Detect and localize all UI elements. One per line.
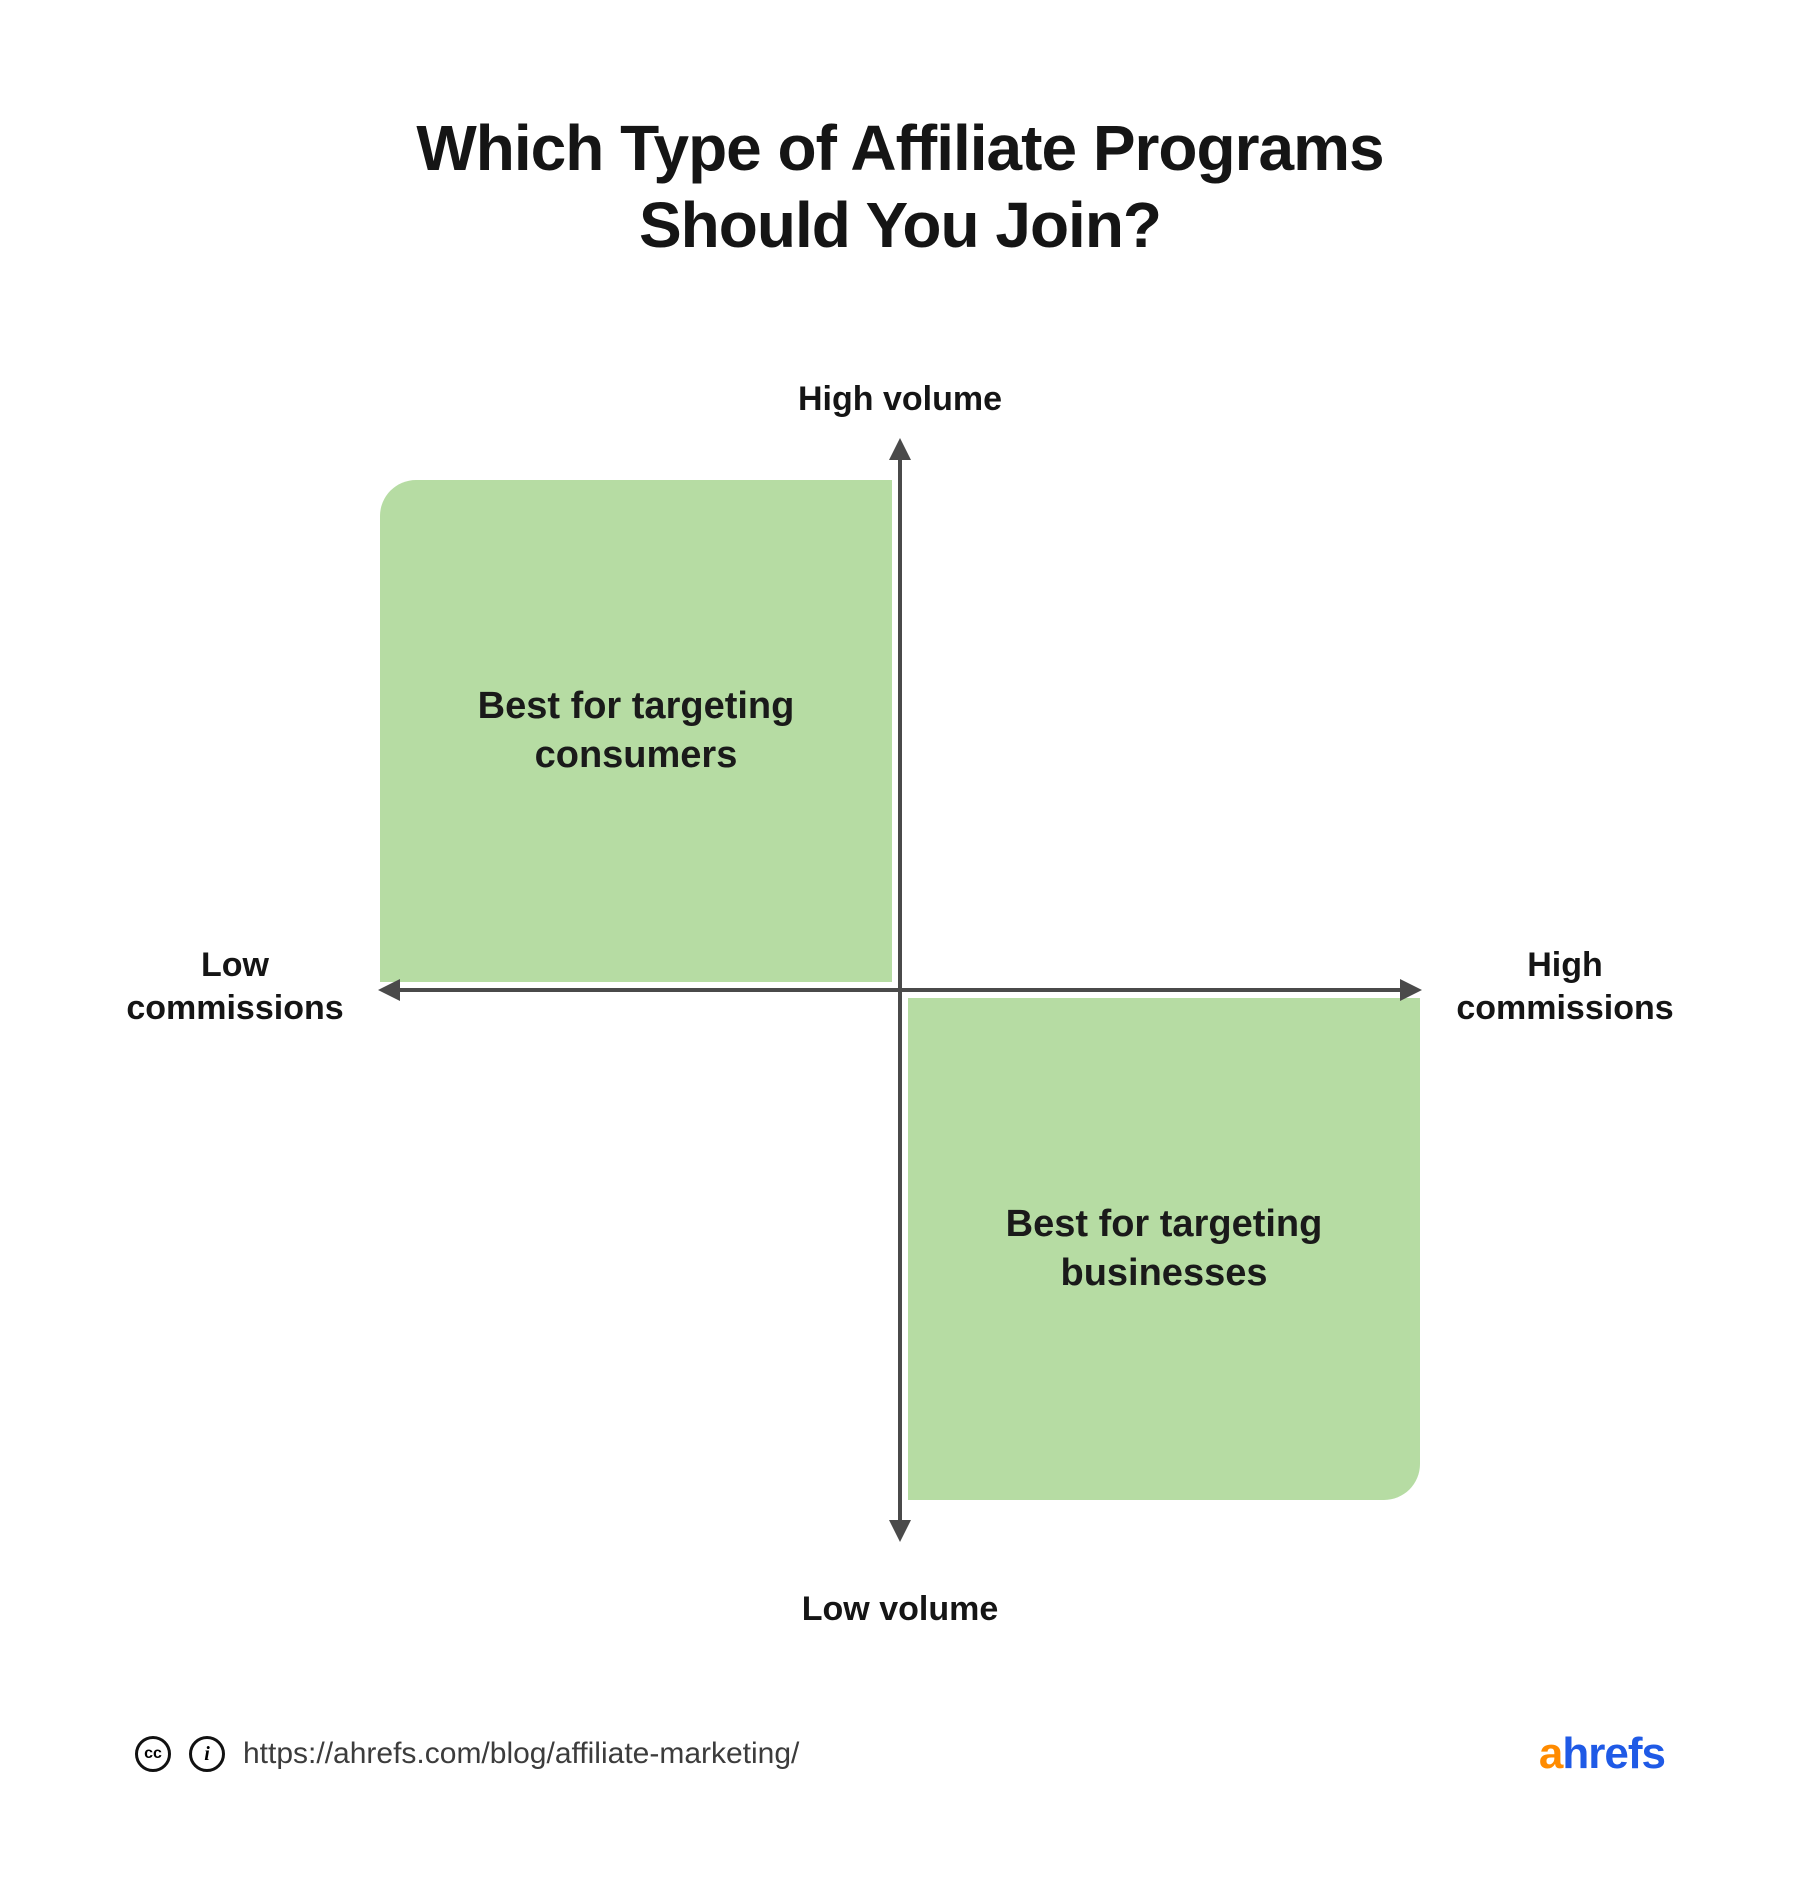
arrow-down-icon bbox=[889, 1520, 911, 1542]
axis-label-right: High commissions bbox=[1435, 944, 1695, 1029]
axis-horizontal-line bbox=[398, 988, 1402, 992]
cc-license-icon: cc bbox=[135, 1736, 171, 1772]
axis-label-left: Low commissions bbox=[105, 944, 365, 1029]
footer: cc i https://ahrefs.com/blog/affiliate-m… bbox=[135, 1729, 1665, 1779]
quadrant-grid: Best for targeting consumers Best for ta… bbox=[380, 440, 1420, 1540]
quadrant-bottom-right-line2: businesses bbox=[1006, 1249, 1323, 1298]
quadrant-top-left-line2: consumers bbox=[478, 731, 795, 780]
title-line-2: Should You Join? bbox=[0, 187, 1800, 264]
axis-label-right-line2: commissions bbox=[1435, 987, 1695, 1030]
brand-logo: ahrefs bbox=[1539, 1729, 1665, 1779]
axis-label-left-line2: commissions bbox=[105, 987, 365, 1030]
brand-prefix: a bbox=[1539, 1729, 1562, 1778]
axis-label-left-line1: Low bbox=[105, 944, 365, 987]
quadrant-top-left-text: Best for targeting consumers bbox=[478, 682, 795, 781]
axis-horizontal bbox=[380, 988, 1420, 992]
page: Which Type of Affiliate Programs Should … bbox=[0, 0, 1800, 1889]
arrow-left-icon bbox=[378, 979, 400, 1001]
title-line-1: Which Type of Affiliate Programs bbox=[0, 110, 1800, 187]
axis-label-bottom: Low volume bbox=[0, 1590, 1800, 1629]
brand-suffix: hrefs bbox=[1562, 1729, 1665, 1778]
quadrant-bottom-right-line1: Best for targeting bbox=[1006, 1200, 1323, 1249]
quadrant-bottom-right: Best for targeting businesses bbox=[908, 998, 1420, 1500]
footer-left: cc i https://ahrefs.com/blog/affiliate-m… bbox=[135, 1736, 799, 1772]
arrow-up-icon bbox=[889, 438, 911, 460]
quadrant-top-left-line1: Best for targeting bbox=[478, 682, 795, 731]
arrow-right-icon bbox=[1400, 979, 1422, 1001]
axis-label-top: High volume bbox=[0, 380, 1800, 419]
quadrant-bottom-right-text: Best for targeting businesses bbox=[1006, 1200, 1323, 1299]
source-url: https://ahrefs.com/blog/affiliate-market… bbox=[243, 1737, 799, 1771]
axis-label-right-line1: High bbox=[1435, 944, 1695, 987]
cc-attribution-icon: i bbox=[189, 1736, 225, 1772]
page-title: Which Type of Affiliate Programs Should … bbox=[0, 110, 1800, 264]
quadrant-top-left: Best for targeting consumers bbox=[380, 480, 892, 982]
